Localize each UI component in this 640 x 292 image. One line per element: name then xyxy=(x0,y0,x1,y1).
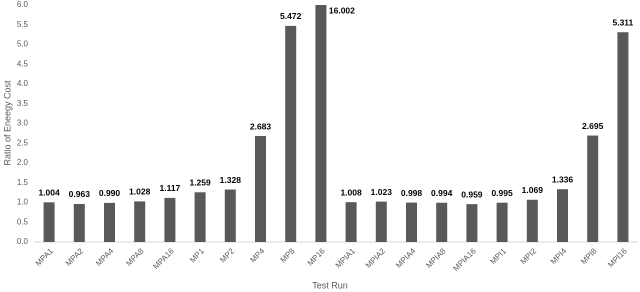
bar xyxy=(526,199,538,242)
value-label: 2.683 xyxy=(250,121,272,131)
value-label: 2.695 xyxy=(582,121,604,131)
bar xyxy=(73,203,85,242)
x-tick-label: MPA1 xyxy=(34,246,56,268)
bar xyxy=(406,202,417,242)
x-tick-label: MPI8 xyxy=(579,246,599,266)
x-tick-label: MPI1 xyxy=(488,246,508,266)
value-label: 1.328 xyxy=(220,175,242,185)
x-tick-label: MPIA8 xyxy=(424,246,448,270)
x-axis-title: Test Run xyxy=(312,280,348,290)
x-tick-label: MPIA4 xyxy=(394,246,418,270)
bar xyxy=(224,189,236,242)
x-tick-label: MPA4 xyxy=(94,246,116,268)
y-tick-label: 0.5 xyxy=(17,217,29,226)
bar xyxy=(345,202,357,242)
bar xyxy=(587,135,599,242)
y-tick-label: 1.0 xyxy=(17,198,29,207)
value-label: 0.995 xyxy=(491,188,513,198)
x-tick-label: MP16 xyxy=(306,246,328,268)
bar xyxy=(496,202,508,242)
bar xyxy=(164,197,176,242)
value-label: 0.959 xyxy=(461,189,483,199)
bar xyxy=(436,202,448,242)
x-tick-label: MP4 xyxy=(248,246,266,264)
y-tick-label: 5.0 xyxy=(17,40,29,49)
y-tick-label: 2.5 xyxy=(17,138,29,147)
bar xyxy=(104,202,115,242)
value-label: 0.990 xyxy=(99,188,121,198)
bar xyxy=(375,201,387,242)
value-label: 1.259 xyxy=(189,178,211,188)
y-tick-label: 5.5 xyxy=(17,20,29,29)
x-tick-label: MPA8 xyxy=(124,246,146,268)
x-tick-label: MP2 xyxy=(218,246,236,264)
bar xyxy=(466,204,478,242)
x-tick-label: MPIA1 xyxy=(334,246,358,270)
x-tick-label: MPIA16 xyxy=(451,246,478,273)
y-tick-label: 2.0 xyxy=(17,158,29,167)
x-tick-label: MPI16 xyxy=(606,246,629,269)
bar xyxy=(617,32,629,242)
value-label: 1.336 xyxy=(552,174,574,184)
y-axis-title: Ratio of Eneegy Cost xyxy=(2,80,12,166)
y-tick-label: 3.5 xyxy=(17,99,29,108)
value-label: 1.004 xyxy=(38,188,60,198)
value-label: 1.023 xyxy=(371,187,393,197)
bar xyxy=(285,25,297,242)
value-label: 0.994 xyxy=(431,188,453,198)
bar xyxy=(557,189,568,242)
y-tick-label: 3.0 xyxy=(17,119,29,128)
value-label: 0.963 xyxy=(69,189,91,199)
bar xyxy=(315,5,327,242)
bar xyxy=(194,192,206,242)
bar xyxy=(43,202,55,242)
y-tick-label: 4.0 xyxy=(17,79,29,88)
x-tick-label: MPA2 xyxy=(64,246,86,268)
y-tick-label: 4.5 xyxy=(17,59,29,68)
x-tick-label: MPI2 xyxy=(519,246,539,266)
x-tick-label: MPIA2 xyxy=(364,246,388,270)
x-tick-label: MPA16 xyxy=(151,246,176,271)
bar xyxy=(255,136,266,242)
value-label: 16.002 xyxy=(329,5,355,15)
x-tick-label: MP1 xyxy=(188,246,206,264)
y-tick-label: 0.0 xyxy=(17,237,29,246)
y-tick-label: 1.5 xyxy=(17,178,29,187)
value-label: 1.069 xyxy=(522,185,544,195)
value-label: 0.998 xyxy=(401,188,423,198)
x-tick-label: MP8 xyxy=(279,246,297,264)
x-tick-label: MPI4 xyxy=(549,246,569,266)
value-label: 1.117 xyxy=(159,183,180,193)
y-tick-label: 6.0 xyxy=(17,0,29,9)
value-label: 5.472 xyxy=(280,11,302,21)
value-label: 1.028 xyxy=(129,187,151,197)
bar xyxy=(134,201,146,242)
value-label: 5.311 xyxy=(612,17,633,27)
value-label: 1.008 xyxy=(340,187,362,197)
